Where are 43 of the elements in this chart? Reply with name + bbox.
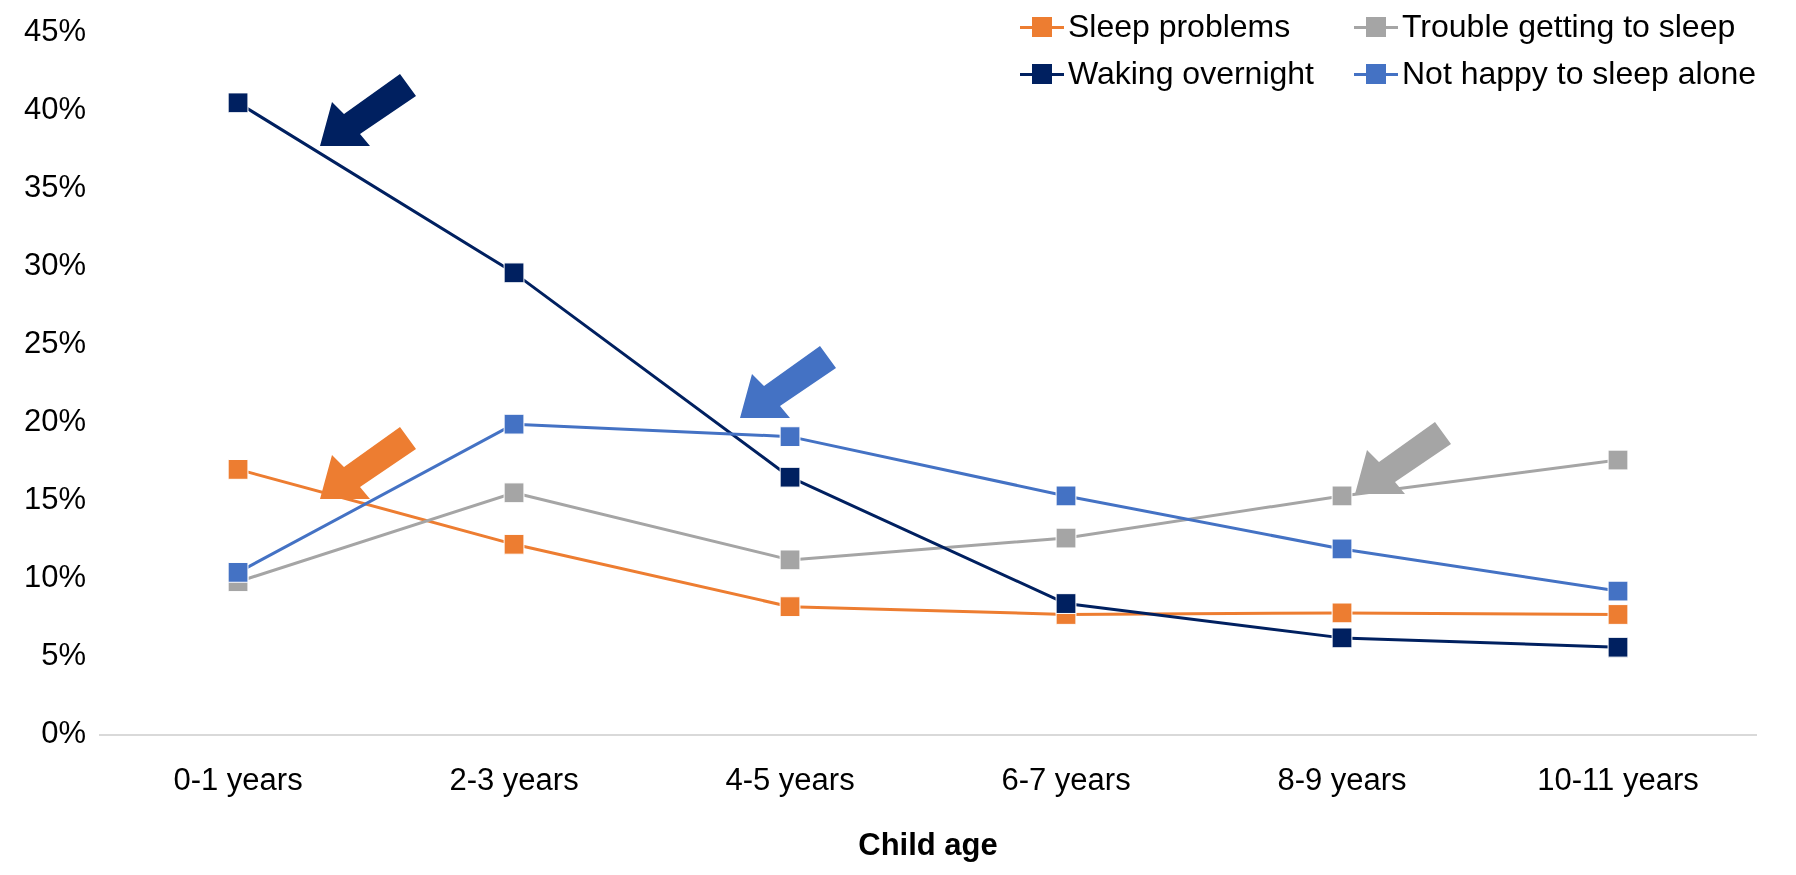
y-tick-label: 40% [24,91,87,127]
point [779,426,801,448]
point [779,596,801,618]
y-tick-label: 45% [24,13,87,49]
point [1331,602,1353,624]
point [227,561,249,583]
point [1055,527,1077,549]
legend-label: Sleep problems [1067,8,1291,45]
y-tick-label: 35% [24,169,87,205]
point [1331,485,1353,507]
x-tick-label: 4-5 years [725,761,855,797]
point [1607,604,1629,625]
point [1055,485,1077,507]
point [1331,538,1353,560]
point [1331,627,1353,649]
y-tick-label: 10% [24,559,87,595]
point [1607,636,1629,658]
point [779,466,801,488]
x-tick-label: 10-11 years [1537,761,1699,797]
point [1055,593,1077,614]
point [1607,580,1629,602]
x-tick-label: 8-9 years [1277,761,1407,797]
y-tick-label: 30% [24,247,87,283]
point [503,413,525,435]
x-tick-label: 0-1 years [173,761,303,797]
point [503,482,525,504]
point [503,533,525,555]
x-axis-title: Child age [858,826,998,862]
legend-label: Trouble getting to sleep [1401,8,1736,45]
point [503,262,525,284]
legend-label: Not happy to sleep alone [1401,55,1756,92]
x-tick-label: 2-3 years [449,761,579,797]
y-tick-label: 15% [24,481,87,517]
y-tick-label: 20% [24,403,87,439]
y-tick-label: 5% [41,637,87,673]
point [227,459,249,480]
point [227,92,249,114]
point [779,549,801,571]
y-tick-label: 25% [24,325,87,361]
y-tick-label: 0% [41,715,87,751]
point [1607,449,1629,471]
legend-label: Waking overnight [1067,55,1314,92]
x-tick-label: 6-7 years [1001,761,1131,797]
